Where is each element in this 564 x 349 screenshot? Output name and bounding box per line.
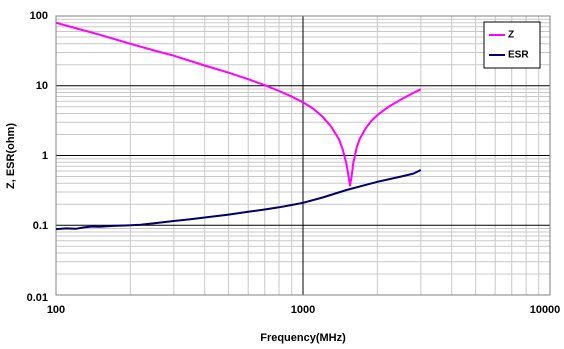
y-tick-label: 100 <box>30 10 48 22</box>
y-tick-label: 1 <box>42 150 48 162</box>
legend-label-z: Z <box>508 30 514 41</box>
x-tick-label: 10000 <box>530 304 561 316</box>
x-tick-label: 100 <box>47 304 65 316</box>
x-axis-title: Frequency(MHz) <box>260 332 346 344</box>
series-line-esr <box>55 169 422 231</box>
x-tick-label: 1000 <box>291 304 315 316</box>
y-tick-label: 0.1 <box>33 220 48 232</box>
legend-label-esr: ESR <box>508 50 529 61</box>
y-axis-title: Z, ESR(ohm) <box>5 123 17 189</box>
series-line-z <box>55 21 422 187</box>
y-tick-label: 0.01 <box>27 292 48 304</box>
y-tick-label: 10 <box>36 80 48 92</box>
legend-box <box>483 21 541 69</box>
plot-area <box>55 15 551 296</box>
legend: Z ESR <box>483 21 541 69</box>
series-layer <box>55 21 422 231</box>
